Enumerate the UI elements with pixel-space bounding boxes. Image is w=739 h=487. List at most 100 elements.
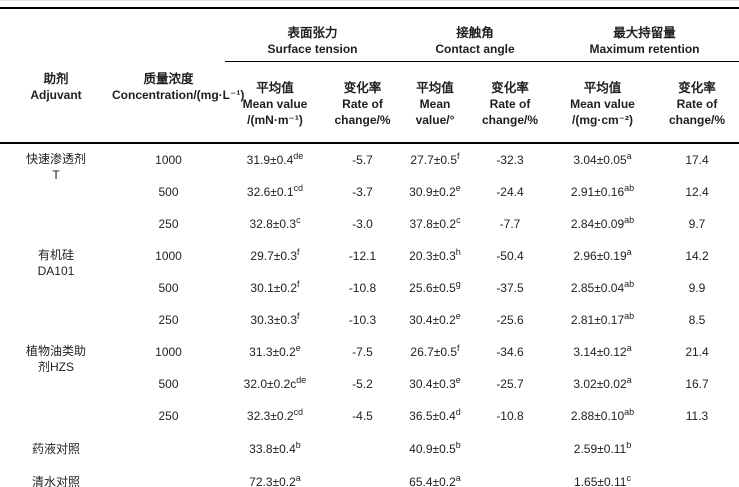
table-cell: -5.7: [352, 153, 373, 167]
table-cell: 29.7±0.3f: [250, 247, 300, 264]
table-cell: 26.7±0.5f: [410, 343, 460, 360]
table-row: 快速渗透剂 T 1000 31.9±0.4de -5.7 27.7±0.5f -32.3 3.…: [0, 143, 739, 183]
table-cell: [112, 465, 225, 487]
table-cell: 9.7: [688, 217, 706, 231]
table-cell: -4.5: [352, 409, 373, 423]
table-cell: 40.9±0.5b: [409, 439, 461, 456]
table-row-control: 药液对照 33.8±0.4b 40.9±0.5b 2.59±0.11b: [0, 432, 739, 465]
table-cell: 30.9±0.2e: [409, 183, 461, 200]
header-group-surface-tension: 表面张力 Surface tension: [225, 8, 400, 62]
max-retention-en: Maximum retention: [589, 42, 700, 56]
header-group-contact-angle: 接触角 Contact angle: [400, 8, 550, 62]
table-row: 250 30.3±0.3f -10.3 30.4±0.2e -25.6 2.81±0.17…: [0, 304, 739, 336]
header-sub-row: 平均值 Mean value /(mN·m⁻¹) 变化率 Rate of cha…: [0, 61, 739, 144]
table-cell: 72.3±0.2a: [249, 472, 301, 487]
ca-mean-en1: Mean: [419, 97, 451, 111]
mr-mean-unit: /(mg·cm⁻²): [572, 113, 633, 127]
header-concentration: 质量浓度 Concentration/(mg·L⁻¹): [112, 8, 245, 144]
table-cell: -25.6: [496, 313, 524, 327]
table-body: 快速渗透剂 T 1000 31.9±0.4de -5.7 27.7±0.5f -32.3 3.…: [0, 143, 739, 487]
table-cell: -3.7: [352, 185, 373, 199]
table-cell: 1000: [155, 345, 182, 359]
table-cell: 17.4: [685, 153, 709, 167]
table-row: 500 32.0±0.2cde -5.2 30.4±0.3e -25.7 3.02±0.0…: [0, 368, 739, 400]
table-cell: -24.4: [496, 185, 524, 199]
table-cell: -25.7: [496, 377, 524, 391]
table-cell: -7.5: [352, 345, 373, 359]
table-cell: -5.2: [352, 377, 373, 391]
table-cell: [655, 432, 739, 465]
ca-rate-en1: Rate of: [489, 97, 531, 111]
table-cell: 500: [158, 281, 179, 295]
ca-rate-zh: 变化率: [491, 81, 529, 95]
table-cell: 2.85±0.04ab: [570, 279, 635, 296]
header-adjuvant-zh: 助剂: [43, 71, 69, 86]
control-label-cell: 清水对照: [31, 474, 80, 487]
header-st-mean: 平均值 Mean value /(mN·m⁻¹): [225, 61, 325, 144]
table-cell: 36.5±0.4d: [409, 407, 461, 424]
table-cell: -3.0: [352, 217, 373, 231]
table-cell: 30.3±0.3f: [250, 311, 300, 328]
table-row: 植物油类助 剂HZS 1000 31.3±0.2e -7.5 26.7±0.5f -34.6…: [0, 336, 739, 375]
table-cell: 250: [158, 409, 179, 423]
header-concentration-en: Concentration/(mg·L⁻¹): [112, 87, 245, 102]
mr-mean-en1: Mean value: [570, 97, 635, 111]
table-cell: 31.9±0.4de: [246, 151, 304, 168]
table-cell: 250: [158, 217, 179, 231]
table-cell: 3.14±0.12a: [573, 343, 632, 360]
table-cell: 32.0±0.2cde: [243, 375, 307, 392]
ca-mean-unit: value/°: [415, 113, 455, 127]
table-cell: 3.04±0.05a: [573, 151, 632, 168]
table-cell: [112, 432, 225, 465]
contact-angle-zh: 接触角: [456, 26, 494, 40]
mr-rate-en1: Rate of: [676, 97, 718, 111]
table-cell: 31.3±0.2e: [249, 343, 301, 360]
table-cell: 32.3±0.2cd: [246, 407, 304, 424]
surface-tension-zh: 表面张力: [287, 26, 338, 40]
adjuvant-cell: 植物油类助 剂HZS: [25, 344, 86, 374]
ca-mean-zh: 平均值: [416, 81, 454, 95]
table-cell: 2.96±0.19a: [573, 247, 632, 264]
mr-rate-zh: 变化率: [678, 81, 716, 95]
st-mean-en1: Mean value: [242, 97, 308, 111]
table-cell: 3.02±0.02a: [573, 375, 632, 392]
table-cell: 2.88±0.10ab: [570, 407, 635, 424]
header-mr-mean: 平均值 Mean value /(mg·cm⁻²): [550, 61, 655, 144]
table-cell: 500: [158, 377, 179, 391]
control-label-cell: 药液对照: [31, 441, 80, 456]
mr-mean-zh: 平均值: [583, 81, 622, 95]
header-adjuvant: 助剂 Adjuvant: [0, 8, 112, 144]
table-cell: 20.3±0.3h: [409, 247, 461, 264]
table-row: 250 32.8±0.3c -3.0 37.8±0.2c -7.7 2.84±0.09ab…: [0, 208, 739, 240]
table-cell: 32.6±0.1cd: [246, 183, 304, 200]
table-cell: 1.65±0.11c: [574, 472, 631, 487]
contact-angle-en: Contact angle: [435, 42, 515, 56]
header-ca-mean: 平均值 Mean value/°: [400, 61, 470, 144]
table-cell: -7.7: [499, 217, 521, 231]
table-cell: 2.91±0.16ab: [570, 183, 635, 200]
table-row: 500 30.1±0.2f -10.8 25.6±0.5g -37.5 2.85±0.04…: [0, 272, 739, 304]
header-concentration-zh: 质量浓度: [143, 71, 194, 86]
table-cell: -10.8: [496, 409, 524, 423]
table-cell: -50.4: [496, 249, 524, 263]
max-retention-zh: 最大持留量: [613, 26, 676, 40]
table-cell: -34.6: [496, 345, 524, 359]
mr-rate-en2: change/%: [669, 113, 726, 127]
results-table: 助剂 Adjuvant 质量浓度 Concentration/(mg·L⁻¹) …: [0, 7, 739, 487]
table-cell: [470, 465, 550, 487]
table-cell: 2.81±0.17ab: [570, 311, 635, 328]
table-cell: -32.3: [496, 153, 524, 167]
table-cell: 500: [158, 185, 179, 199]
table-cell: 9.9: [688, 281, 706, 295]
header-st-rate: 变化率 Rate of change/%: [325, 61, 400, 144]
header-group-max-retention: 最大持留量 Maximum retention: [550, 8, 739, 62]
table-cell: -10.3: [348, 313, 377, 327]
st-mean-zh: 平均值: [256, 81, 294, 95]
header-group-row: 助剂 Adjuvant 质量浓度 Concentration/(mg·L⁻¹) …: [0, 8, 739, 144]
table-cell: 16.7: [685, 377, 709, 391]
st-rate-en2: change/%: [334, 113, 391, 127]
table-cell: 30.1±0.2f: [250, 279, 300, 296]
table-header: 助剂 Adjuvant 质量浓度 Concentration/(mg·L⁻¹) …: [0, 8, 739, 144]
table-cell: [655, 465, 739, 487]
